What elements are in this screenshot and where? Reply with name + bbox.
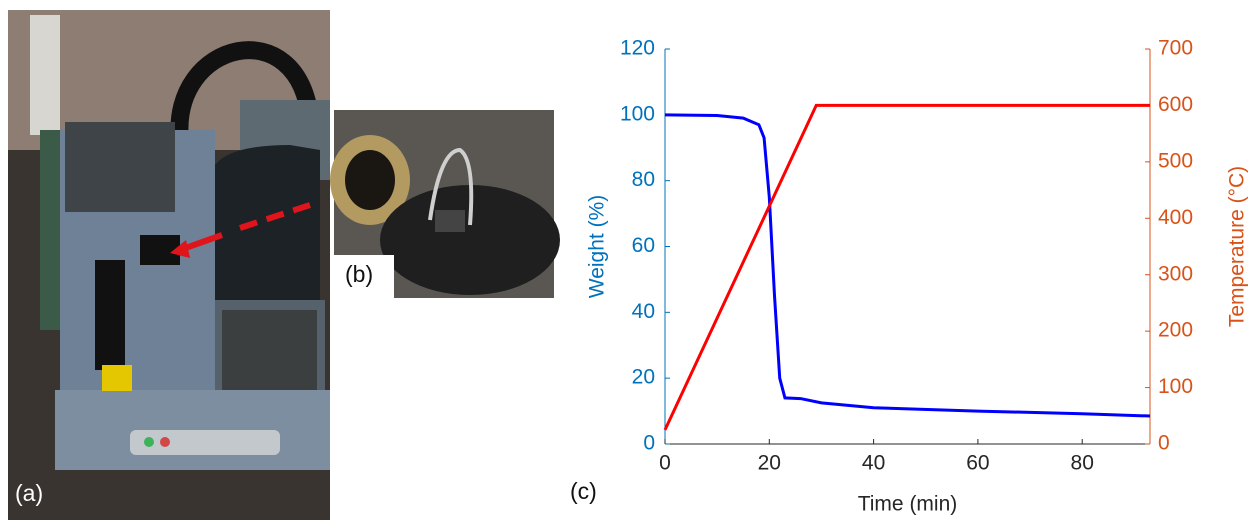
photo-a (8, 10, 330, 520)
y2-tick-label: 500 (1158, 149, 1193, 172)
y-tick-label: 80 (632, 168, 655, 191)
y-tick-label: 120 (620, 37, 655, 60)
x-tick-label: 0 (659, 452, 671, 475)
panel-label: (a) (15, 480, 43, 506)
x-tick-label: 20 (758, 452, 781, 475)
photo-b (330, 108, 560, 300)
x-tick-label: 60 (966, 452, 989, 475)
x-tick-label: 80 (1071, 452, 1094, 475)
y-axis-label: Weight (%) (586, 195, 609, 298)
y-tick-label: 100 (620, 102, 655, 125)
chart: (a) (b) (c) 0 20 40 60 80 0 20 40 60 80 100 120 0 100 200… (15, 37, 1249, 516)
y2-tick-label: 700 (1158, 37, 1193, 60)
x-axis-label: Time (min) (858, 493, 958, 516)
panel-label: (b) (345, 261, 373, 287)
y-tick-label: 20 (632, 366, 655, 389)
y2-tick-label: 400 (1158, 206, 1193, 229)
data-line (663, 103, 1150, 431)
y2-tick-label: 0 (1158, 432, 1170, 455)
data-line (664, 113, 1151, 418)
y2-tick-label: 200 (1158, 319, 1193, 342)
y-tick-label: 40 (632, 300, 655, 323)
y2-tick-label: 100 (1158, 375, 1193, 398)
y2-axis-label: Temperature (°C) (1226, 166, 1249, 327)
y-tick-label: 60 (632, 234, 655, 257)
y-tick-label: 0 (643, 432, 655, 455)
x-tick-label: 40 (862, 452, 885, 475)
y2-tick-label: 300 (1158, 262, 1193, 285)
y2-tick-label: 600 (1158, 93, 1193, 116)
panel-label: (c) (570, 478, 597, 504)
